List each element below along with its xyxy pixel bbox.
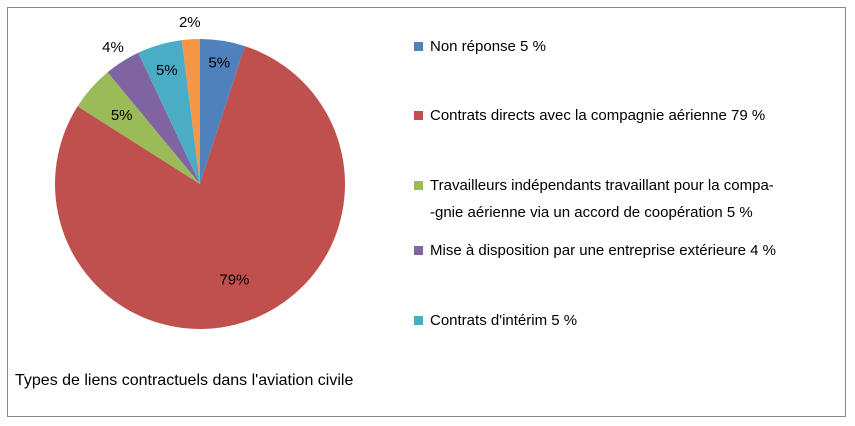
pie-slice-5 bbox=[181, 39, 200, 184]
legend-label: Non réponse 5 % bbox=[430, 38, 546, 55]
chart-frame bbox=[7, 7, 846, 417]
data-label-2: 5% bbox=[111, 107, 133, 124]
legend-item-mise-a-disposition: Mise à disposition par une entreprise ex… bbox=[414, 237, 844, 264]
pie-slice-3 bbox=[107, 52, 200, 184]
data-label-3: 4% bbox=[102, 39, 124, 56]
legend-item-interim: Contrats d'intérim 5 % bbox=[414, 307, 844, 334]
pie-slice-4 bbox=[138, 40, 200, 184]
pie-slice-0 bbox=[200, 39, 245, 184]
legend-label-line1: Travailleurs indépendants travaillant po… bbox=[430, 177, 774, 194]
legend-swatch bbox=[414, 246, 423, 255]
legend-label: Contrats d'intérim 5 % bbox=[430, 312, 578, 329]
legend-item-non-reponse: Non réponse 5 % bbox=[414, 33, 844, 60]
data-label-4: 5% bbox=[156, 62, 178, 79]
data-label-0: 5% bbox=[208, 54, 230, 71]
data-label-5: 2% bbox=[179, 14, 201, 31]
pie-slice-1 bbox=[54, 46, 345, 330]
data-label-1: 79% bbox=[219, 271, 249, 288]
legend-swatch bbox=[414, 316, 423, 325]
legend-label-line2: -gnie aérienne via un accord de coopérat… bbox=[430, 204, 753, 221]
pie-slice-2 bbox=[77, 72, 200, 184]
legend-swatch bbox=[414, 42, 423, 51]
legend-label: Contrats directs avec la compagnie aérie… bbox=[430, 107, 766, 124]
legend-swatch bbox=[414, 111, 423, 120]
chart-title: Types de liens contractuels dans l'aviat… bbox=[15, 372, 354, 389]
legend-label: Mise à disposition par une entreprise ex… bbox=[430, 242, 777, 259]
legend-item-travailleurs: Travailleurs indépendants travaillant po… bbox=[414, 172, 844, 226]
legend-swatch bbox=[414, 181, 423, 190]
legend-item-contrats-directs: Contrats directs avec la compagnie aérie… bbox=[414, 102, 844, 129]
